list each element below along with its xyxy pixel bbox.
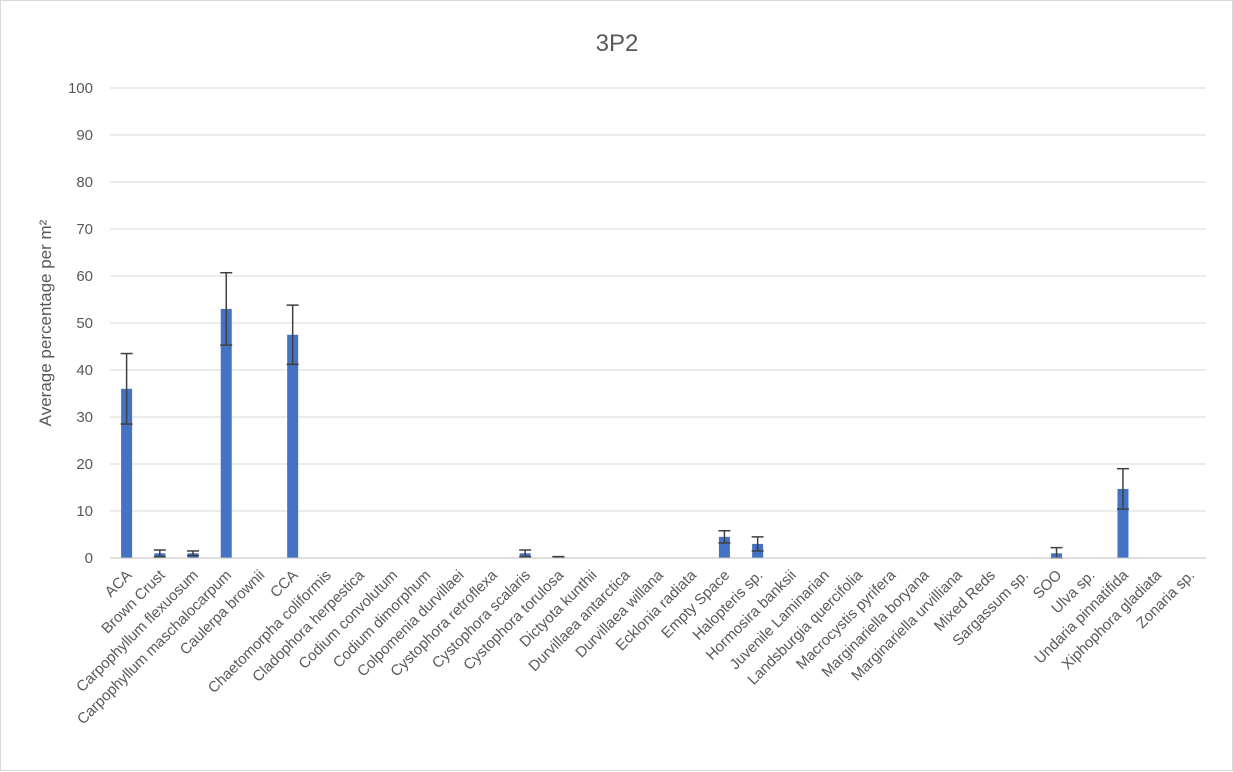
error-bar bbox=[718, 529, 731, 544]
error-bar bbox=[153, 549, 166, 558]
y-tick-label: 70 bbox=[76, 221, 93, 238]
bars bbox=[121, 308, 1129, 558]
y-tick-label: 30 bbox=[76, 409, 93, 426]
y-tick-label: 10 bbox=[76, 503, 93, 520]
error-bar bbox=[286, 304, 299, 366]
error-bar bbox=[751, 536, 764, 552]
y-tick-label: 50 bbox=[76, 315, 93, 332]
y-tick-label: 100 bbox=[68, 80, 93, 97]
y-tick-label: 40 bbox=[76, 362, 93, 379]
chart-title: 3P2 bbox=[596, 30, 639, 57]
error-bar bbox=[552, 555, 565, 559]
gridlines bbox=[110, 87, 1206, 512]
y-tick-label: 20 bbox=[76, 456, 93, 473]
bar bbox=[220, 308, 232, 558]
bar bbox=[1117, 488, 1129, 558]
error-bar bbox=[220, 271, 233, 346]
y-tick-label: 60 bbox=[76, 268, 93, 285]
y-axis-title: Average percentage per m² bbox=[36, 219, 55, 426]
error-bar bbox=[519, 549, 532, 558]
y-tick-label: 90 bbox=[76, 127, 93, 144]
error-bar bbox=[1116, 467, 1129, 510]
bar bbox=[718, 536, 730, 558]
error-bar bbox=[187, 550, 200, 557]
y-tick-label: 0 bbox=[85, 550, 93, 567]
y-tick-label: 80 bbox=[76, 174, 93, 191]
bar bbox=[287, 334, 299, 558]
error-bars bbox=[120, 271, 1129, 559]
y-axis-ticks: 0 10 20 30 40 50 60 70 80 90 100 bbox=[68, 80, 93, 567]
bar bbox=[121, 388, 133, 558]
error-bar bbox=[120, 352, 133, 425]
